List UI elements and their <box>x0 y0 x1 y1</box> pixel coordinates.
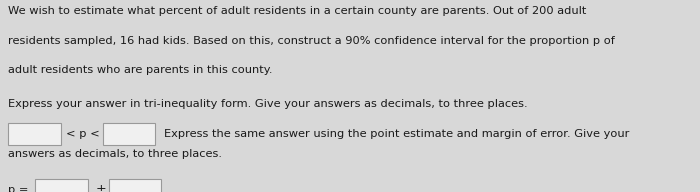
Text: Express the same answer using the point estimate and margin of error. Give your: Express the same answer using the point … <box>164 129 630 139</box>
Text: adult residents who are parents in this county.: adult residents who are parents in this … <box>8 65 273 75</box>
Text: residents sampled, 16 had kids. Based on this, construct a 90% confidence interv: residents sampled, 16 had kids. Based on… <box>8 36 615 46</box>
FancyBboxPatch shape <box>35 179 88 192</box>
Text: answers as decimals, to three places.: answers as decimals, to three places. <box>8 149 223 159</box>
FancyBboxPatch shape <box>103 123 155 146</box>
Text: Express your answer in tri-inequality form. Give your answers as decimals, to th: Express your answer in tri-inequality fo… <box>8 99 528 109</box>
Text: ±: ± <box>95 183 106 192</box>
Text: We wish to estimate what percent of adult residents in a certain county are pare: We wish to estimate what percent of adul… <box>8 6 587 16</box>
Text: p =: p = <box>8 185 29 192</box>
FancyBboxPatch shape <box>8 123 61 146</box>
Text: < p <: < p < <box>66 129 100 139</box>
FancyBboxPatch shape <box>108 179 161 192</box>
